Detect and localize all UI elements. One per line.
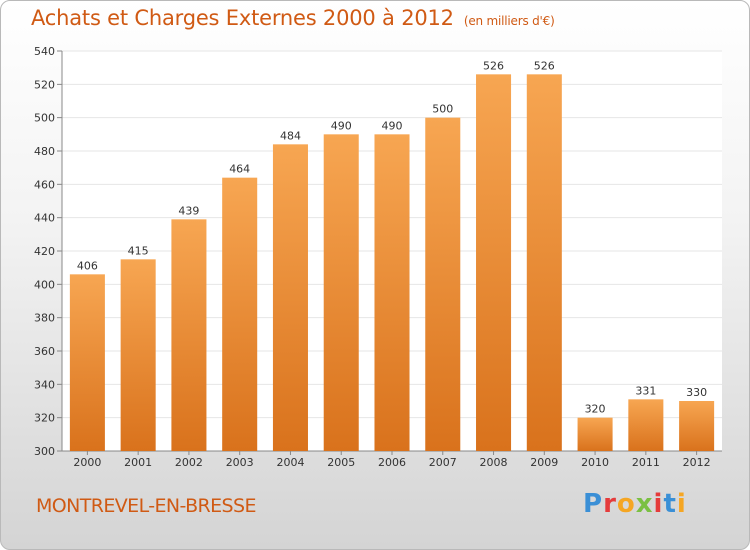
data-label: 406 [77,259,98,272]
x-tick-label: 2002 [175,456,203,469]
y-tick-label: 520 [34,78,55,91]
x-tick-label: 2012 [683,456,711,469]
logo-letter: P [583,489,604,519]
proxiti-logo: Proxiti [583,489,687,519]
bar [272,144,308,452]
x-tick-label: 2009 [530,456,558,469]
x-tick-label: 2003 [226,456,254,469]
y-tick-label: 420 [34,245,55,258]
data-label: 490 [331,119,352,132]
x-tick-label: 2000 [73,456,101,469]
unit-label: (en milliers d'€) [463,14,555,28]
bar [425,117,461,452]
data-label: 331 [635,384,656,397]
x-tick-label: 2007 [429,456,457,469]
y-tick-label: 320 [34,412,55,425]
title-text: Achats et Charges Externes 2000 à 2012 [31,6,454,30]
x-tick-label: 2004 [276,456,304,469]
y-tick-label: 540 [34,45,55,58]
y-tick-label: 300 [34,445,55,458]
data-label: 526 [534,59,555,72]
data-label: 484 [280,129,301,142]
chart-title: Achats et Charges Externes 2000 à 2012 (e… [31,6,555,30]
data-label: 330 [686,386,707,399]
data-label: 490 [382,119,403,132]
bar [679,401,715,451]
data-label: 500 [432,103,453,116]
y-tick-label: 340 [34,378,55,391]
x-tick-label: 2005 [327,456,355,469]
logo-letter: t [663,489,677,519]
y-tick-label: 360 [34,345,55,358]
bar [69,274,105,451]
data-label: 464 [229,163,250,176]
x-tick-label: 2011 [632,456,660,469]
data-label: 320 [585,403,606,416]
bar [222,177,258,451]
bar [628,399,664,451]
x-tick-label: 2006 [378,456,406,469]
logo-letter: r [603,489,617,519]
bar [120,259,156,451]
x-tick-label: 2010 [581,456,609,469]
bar [476,74,512,451]
data-label: 415 [128,244,149,257]
bar [577,417,613,451]
data-label: 439 [178,204,199,217]
x-tick-label: 2001 [124,456,152,469]
logo-letter: i [653,489,664,519]
y-tick-label: 380 [34,312,55,325]
data-label: 526 [483,59,504,72]
y-tick-label: 400 [34,278,55,291]
y-tick-label: 440 [34,212,55,225]
bar [323,134,359,452]
logo-letter: x [635,489,654,519]
logo-letter: i [676,489,687,519]
y-tick-label: 500 [34,112,55,125]
y-tick-label: 480 [34,145,55,158]
x-tick-label: 2008 [480,456,508,469]
bar [526,74,562,451]
logo-letter: o [616,489,636,519]
place-name: MONTREVEL-EN-BRESSE [36,495,256,517]
bar [171,219,207,451]
bar [374,134,410,452]
y-tick-label: 460 [34,178,55,191]
